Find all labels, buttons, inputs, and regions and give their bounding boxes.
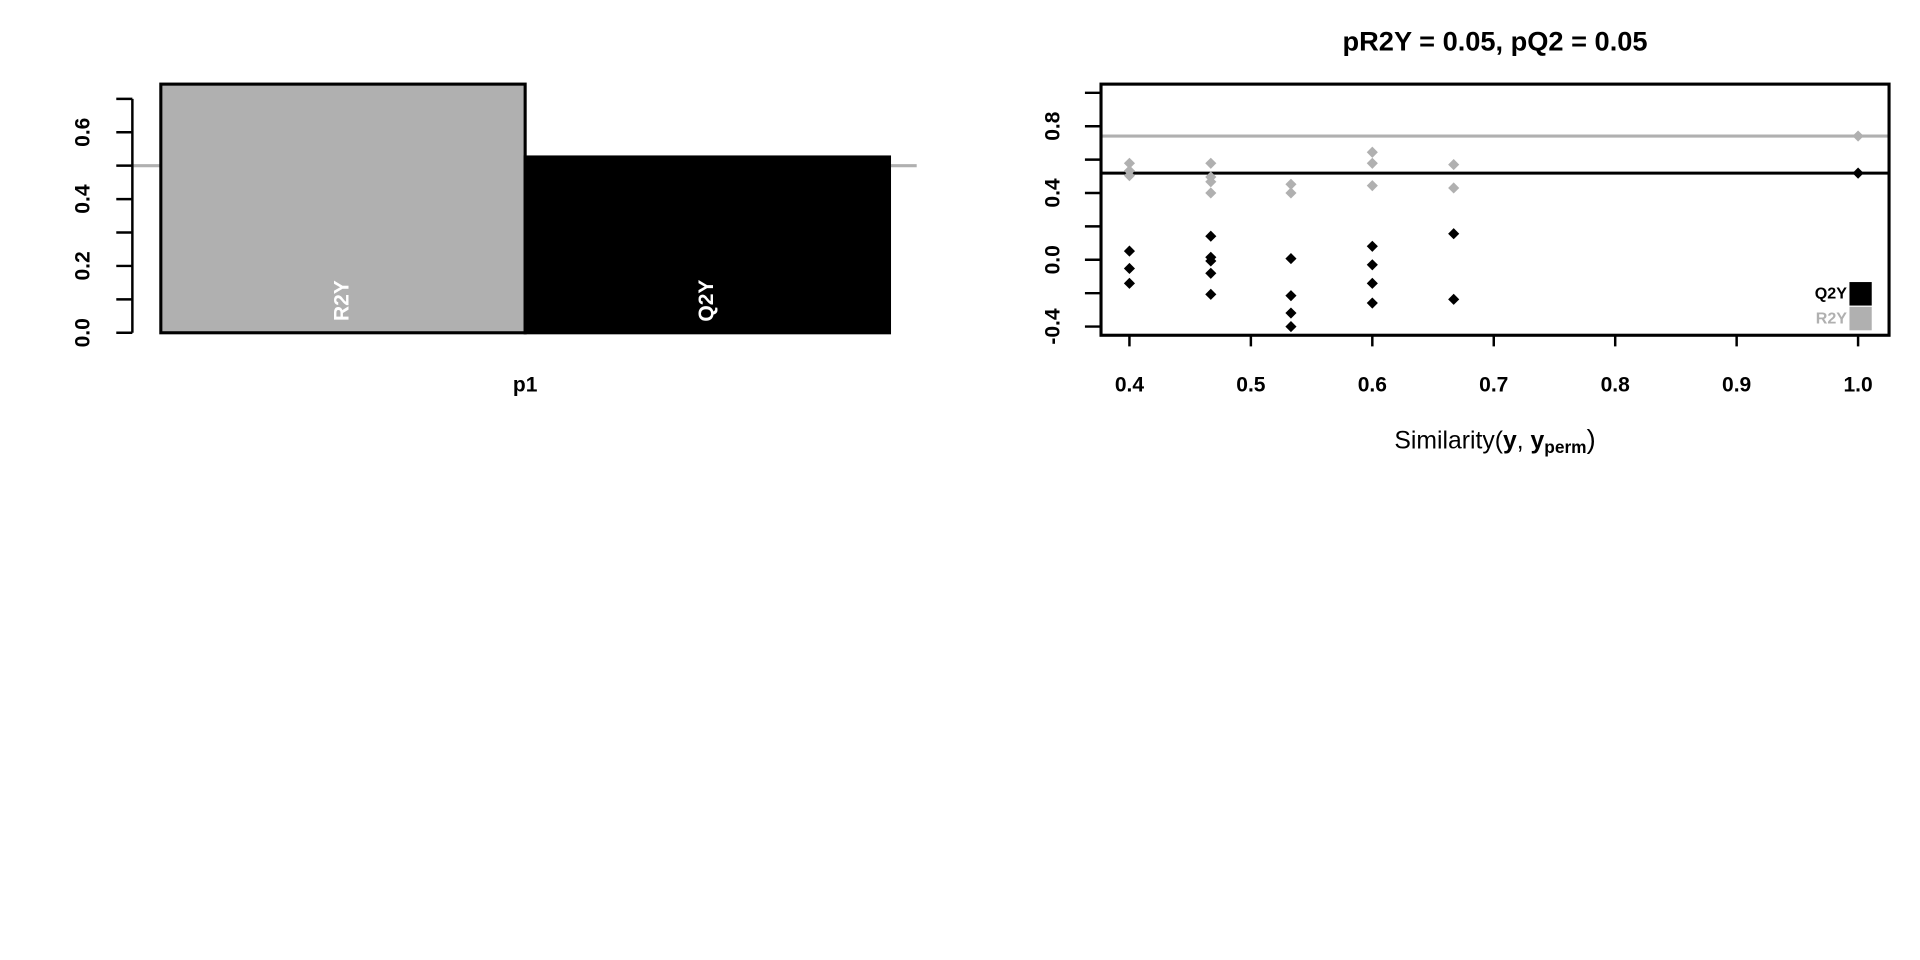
x-tick-label: 0.5 — [1236, 374, 1266, 397]
x-tick-label: 0.4 — [1115, 374, 1145, 397]
bar-label: R2Y — [331, 280, 354, 321]
x-tick-label: 0.7 — [1479, 374, 1508, 397]
point — [1448, 159, 1460, 171]
point — [1285, 290, 1297, 302]
chart-title: pR2Y = 0.05, pQ2 = 0.05 — [1343, 25, 1648, 56]
y-tick-label: -0.4 — [1042, 308, 1065, 345]
legend-label: R2Y — [1816, 309, 1848, 327]
point — [1123, 245, 1136, 257]
bar-label: Q2Y — [695, 280, 718, 322]
point — [1123, 157, 1136, 169]
canvas: R2Y Q2Y 0.0 0.2 0.4 0.6 p1 pR2Y = 0.05, pQ2 = 0… — [72, 25, 1891, 457]
point — [1448, 228, 1460, 240]
bar — [523, 155, 892, 335]
x-tick-label: 1.0 — [1843, 374, 1872, 397]
y-tick-label: 0.6 — [72, 118, 95, 147]
point — [1366, 259, 1378, 271]
bar — [159, 82, 527, 335]
point — [1285, 321, 1297, 333]
y-tick-label: 0.0 — [1042, 245, 1065, 274]
x-label-part: y — [1531, 427, 1545, 454]
x-label-part: , — [1517, 427, 1531, 454]
x-tick-label: 0.9 — [1722, 374, 1751, 397]
point — [1123, 262, 1136, 275]
x-tick-label: 0.6 — [1358, 374, 1387, 397]
x-label-part: ) — [1587, 424, 1596, 455]
point — [1205, 267, 1217, 279]
point — [1852, 130, 1864, 142]
x-label: p1 — [513, 374, 538, 397]
y-tick-label: 0.8 — [1042, 111, 1065, 141]
y-tick-label: 0.2 — [72, 251, 95, 280]
point — [1285, 307, 1297, 319]
x-label-part: y — [1503, 427, 1517, 454]
point — [1366, 157, 1378, 169]
point — [1285, 178, 1297, 190]
y-tick-label: 0.4 — [1042, 178, 1065, 208]
x-tick-label: 0.8 — [1601, 374, 1631, 397]
legend-swatch — [1849, 306, 1872, 331]
point — [1448, 182, 1460, 194]
point — [1123, 170, 1136, 182]
legend-swatch — [1849, 282, 1872, 306]
point — [1123, 277, 1136, 289]
point — [1205, 157, 1217, 169]
point — [1366, 297, 1378, 309]
point — [1852, 167, 1864, 179]
point — [1448, 293, 1460, 305]
point — [1285, 253, 1297, 265]
point — [1285, 187, 1297, 199]
point — [1205, 288, 1217, 300]
plot-frame — [1099, 82, 1891, 337]
y-tick-label: 0.4 — [72, 184, 95, 214]
point — [1205, 230, 1217, 242]
x-label: Similarity(y, yperm) — [1394, 424, 1595, 457]
x-label-part: Similarity( — [1394, 427, 1503, 454]
legend-label: Q2Y — [1815, 285, 1847, 303]
point — [1366, 277, 1378, 289]
y-tick-label: 0.0 — [72, 318, 95, 347]
x-label-part: perm — [1544, 436, 1586, 456]
point — [1366, 240, 1378, 252]
point — [1205, 187, 1217, 199]
point — [1366, 180, 1378, 192]
point — [1366, 146, 1378, 158]
